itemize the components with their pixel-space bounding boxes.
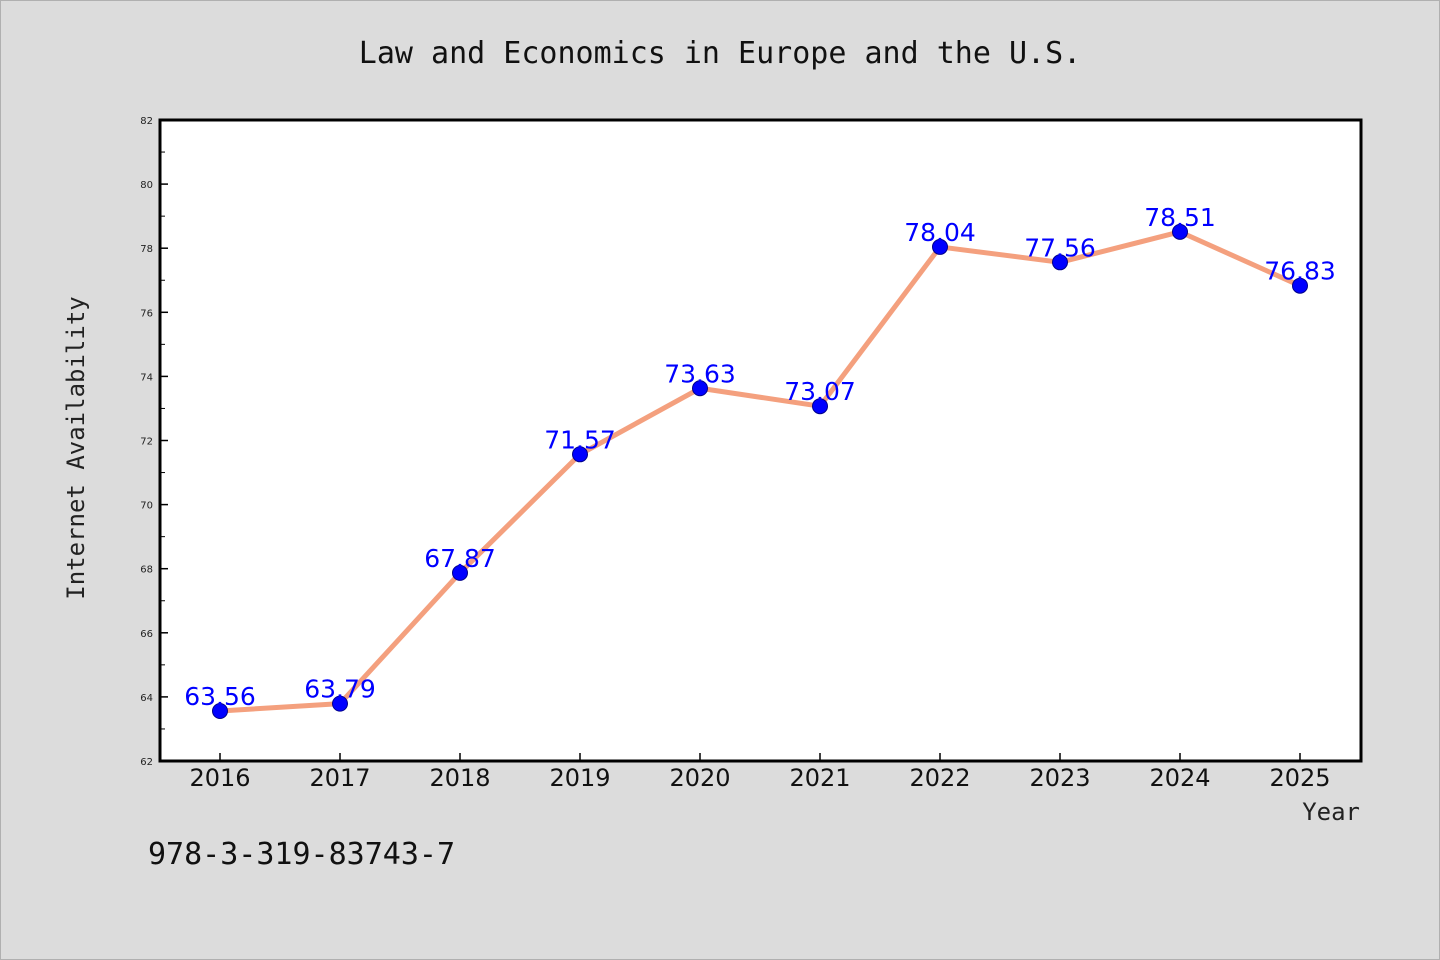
data-point-marker xyxy=(332,695,348,712)
x-tick-label: 2021 xyxy=(789,764,850,792)
y-tick-label: 70 xyxy=(140,501,153,512)
series-markers xyxy=(212,223,1308,720)
y-tick-label: 82 xyxy=(140,116,153,127)
y-axis: 62 64 66 68 70 72 74 76 78 80 82 xyxy=(140,116,168,768)
y-tick-label: 76 xyxy=(140,308,153,319)
data-point-marker xyxy=(212,703,228,720)
x-axis-label: Year xyxy=(1302,798,1360,826)
data-point-label: 71.57 xyxy=(544,425,616,454)
y-tick-label: 62 xyxy=(140,757,153,768)
data-point-label: 67.87 xyxy=(424,544,496,573)
y-tick-label: 80 xyxy=(140,180,153,191)
y-tick-label: 74 xyxy=(140,372,153,383)
y-tick-label: 64 xyxy=(140,693,153,704)
x-tick-label: 2022 xyxy=(909,764,970,792)
x-tick-label: 2016 xyxy=(189,764,250,792)
data-point-marker xyxy=(572,446,588,463)
data-point-label: 78.04 xyxy=(904,218,976,247)
x-tick-label: 2025 xyxy=(1269,764,1330,792)
footnote-text: 978-3-319-83743-7 xyxy=(148,837,455,872)
data-point-label: 76.83 xyxy=(1264,257,1336,286)
data-point-marker xyxy=(1292,277,1308,294)
y-tick-label: 72 xyxy=(140,437,153,448)
x-tick-label: 2017 xyxy=(309,764,370,792)
data-labels: 63.56 63.79 67.87 71.57 73.63 73.07 78.04 77.56… xyxy=(184,203,1336,711)
data-point-label: 63.79 xyxy=(304,675,376,704)
x-axis: 2016 2017 2018 2019 2020 2021 2022 2023 2024 2025 xyxy=(189,753,1331,792)
y-axis-label: Internet Availability xyxy=(62,296,90,599)
data-point-label: 73.63 xyxy=(664,359,736,388)
data-point-label: 73.07 xyxy=(784,377,856,406)
x-tick-label: 2023 xyxy=(1029,764,1090,792)
series-line xyxy=(219,229,1302,714)
y-tick-label: 66 xyxy=(140,629,153,640)
data-point-marker xyxy=(1052,254,1068,271)
data-point-marker xyxy=(692,380,708,397)
plot-area xyxy=(158,118,1363,763)
y-tick-label: 78 xyxy=(140,244,153,255)
x-tick-label: 2019 xyxy=(549,764,610,792)
x-tick-label: 2020 xyxy=(669,764,730,792)
data-point-label: 77.56 xyxy=(1024,233,1096,262)
x-tick-label: 2024 xyxy=(1149,764,1210,792)
x-tick-label: 2018 xyxy=(429,764,490,792)
data-point-marker xyxy=(452,564,468,581)
data-point-label: 78.51 xyxy=(1144,203,1216,232)
chart-title: Law and Economics in Europe and the U.S. xyxy=(359,36,1081,71)
data-point-label: 63.56 xyxy=(184,682,256,711)
data-point-marker xyxy=(932,238,948,255)
data-point-marker xyxy=(812,398,828,415)
data-point-marker xyxy=(1172,223,1188,240)
y-tick-label: 68 xyxy=(140,565,153,576)
